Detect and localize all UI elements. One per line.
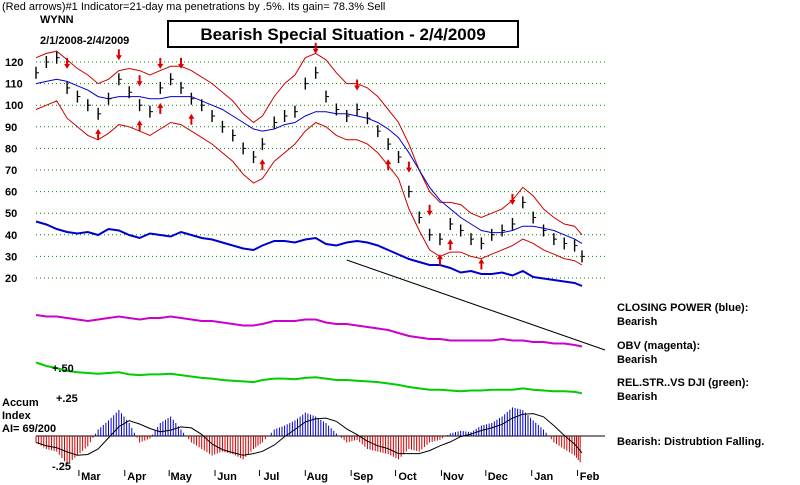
sell-arrow-head [405,167,412,173]
sell-arrow-head [157,63,164,69]
y-tick-label: 110 [5,79,23,91]
ticker-label: WYNN [40,14,74,26]
month-label: Nov [443,471,465,483]
chart-title: Bearish Special Situation - 2/4/2009 [200,25,485,44]
buy-arrow-head [478,258,485,264]
month-label: Feb [580,471,600,483]
sell-arrow-head [64,63,71,69]
y-tick-labels: 120 110 100 90 80 70 60 50 40 30 20 [5,57,23,285]
sell-arrow-head [136,81,143,87]
month-label: Jun [217,471,237,483]
rs-value: Bearish [617,391,658,403]
month-label: Jan [534,471,553,483]
buy-arrow-head [157,102,164,108]
accum-label-1: Accum [2,397,39,409]
month-label: Mar [81,471,101,483]
month-label: Aug [307,471,328,483]
sell-arrow-head [509,200,516,205]
y-tick-label: 50 [5,208,17,220]
upper-band-line [35,50,583,236]
header-line: (Red arrows)#1 Indicator=21-day ma penet… [2,1,385,13]
cp-value: Bearish [617,316,658,328]
accum-top-tick: +.25 [56,393,78,405]
obv-value: Bearish [617,354,658,366]
buy-arrow-head [385,159,392,165]
accum-ma-line [35,413,583,456]
y-tick-label: 20 [5,273,17,285]
month-label: Sep [353,471,373,483]
band-layer [35,50,583,266]
date-range-label: 2/1/2008-2/4/2009 [40,35,129,47]
accum-note: Bearish: Distrubtion Falling. [617,436,764,448]
lower-band-line [35,100,583,266]
obv-line [35,314,583,348]
y-tick-label: 60 [5,187,17,199]
month-label: Jul [263,471,279,483]
cp-trendline [346,259,606,351]
y-tick-label: 100 [5,100,23,112]
buy-arrow-head [95,128,102,134]
month-label: May [170,471,192,483]
rs-tick: +.50 [52,363,74,375]
y-tick-label: 80 [5,143,17,155]
sell-arrow-head [312,48,319,54]
buy-arrow-head [188,113,195,119]
accum-layer [35,407,605,465]
y-tick-label: 40 [5,230,17,242]
sell-arrow-head [115,55,122,61]
buy-arrow-head [136,120,143,126]
month-label: Oct [398,471,417,483]
buy-arrow-head [436,254,443,260]
closing-power-line [35,220,583,287]
buy-arrow-head [447,239,454,244]
price-layer [35,51,585,263]
y-tick-label: 70 [5,165,17,177]
y-tick-label: 90 [5,122,17,134]
arrow-layer [64,42,516,270]
buy-arrow-head [259,159,266,165]
month-label: Apr [127,471,147,483]
rel-strength-line [35,361,583,395]
y-tick-label: 30 [5,251,17,263]
obv-label: OBV (magenta): [617,340,700,352]
rs-label: REL.STR..VS DJI (green): [617,377,749,389]
sell-arrow-head [426,210,433,216]
accum-label-2: Index [2,410,32,422]
sell-arrow-head [178,63,185,69]
sell-arrow-head [354,85,361,91]
accum-bottom-tick: -.25 [52,461,71,473]
month-labels: Mar Apr May Jun Jul Aug Sep Oct Nov Dec Jan Feb [78,470,600,483]
grid-layer [36,61,605,279]
cp-label: CLOSING POWER (blue): [617,302,748,314]
month-label: Dec [488,471,508,483]
ma-line [35,78,583,244]
indicator-layer [35,220,606,395]
accum-label-3: AI= 69/200 [2,423,56,435]
title-box [167,20,519,48]
y-tick-label: 120 [5,57,23,69]
